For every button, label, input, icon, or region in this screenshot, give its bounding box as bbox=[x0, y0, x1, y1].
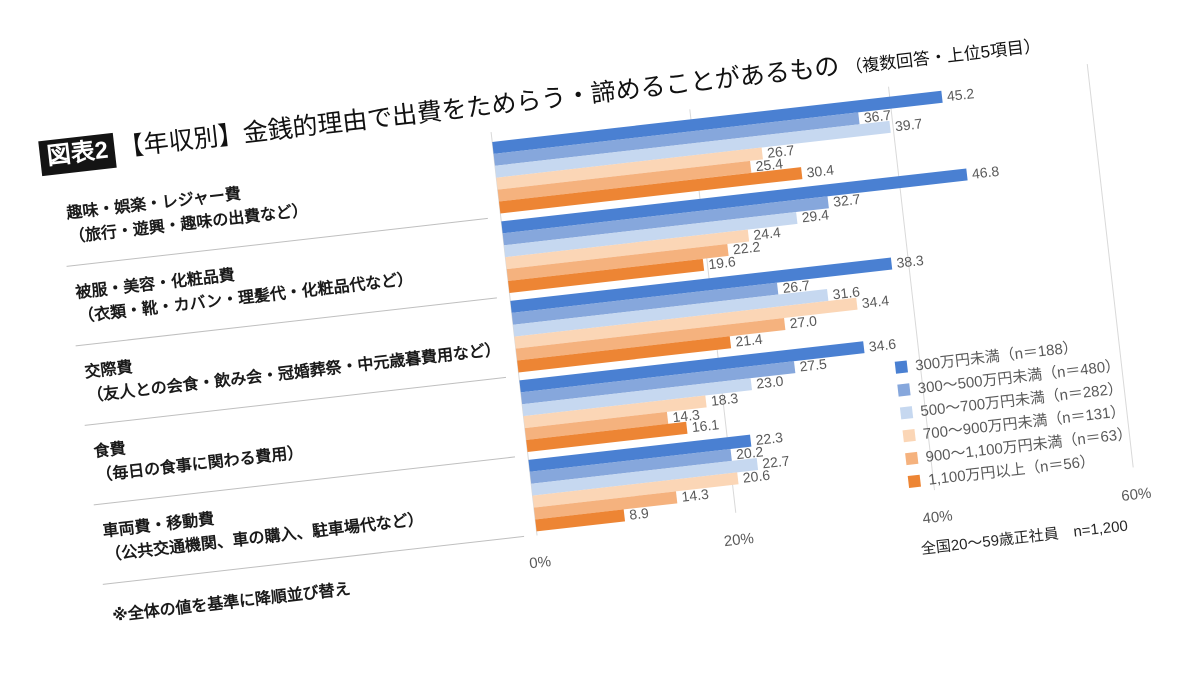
data-label: 23.0 bbox=[755, 373, 784, 392]
bar bbox=[520, 361, 796, 405]
bar bbox=[529, 448, 732, 484]
legend-swatch bbox=[894, 359, 908, 374]
bar bbox=[533, 491, 678, 520]
gridline bbox=[888, 86, 935, 491]
data-label: 45.2 bbox=[946, 85, 975, 104]
data-label: 18.3 bbox=[710, 390, 739, 409]
bar bbox=[517, 336, 732, 373]
data-label: 26.7 bbox=[782, 277, 811, 296]
bar bbox=[499, 167, 803, 214]
bar bbox=[493, 112, 860, 166]
data-label: 39.7 bbox=[894, 115, 923, 134]
data-label: 27.0 bbox=[789, 312, 818, 331]
legend-swatch bbox=[905, 451, 919, 465]
data-label: 30.4 bbox=[806, 161, 835, 180]
data-label: 27.5 bbox=[799, 356, 828, 375]
bar bbox=[524, 411, 669, 441]
bar bbox=[494, 120, 891, 178]
bar bbox=[508, 258, 705, 293]
bar bbox=[497, 160, 752, 202]
data-label: 46.8 bbox=[971, 163, 1000, 182]
legend-swatch bbox=[902, 428, 916, 442]
bar bbox=[528, 434, 752, 472]
data-label: 19.6 bbox=[708, 253, 737, 272]
x-tick-label: 40% bbox=[922, 507, 954, 527]
data-label: 24.4 bbox=[753, 224, 782, 243]
data-label: 20.2 bbox=[735, 443, 764, 462]
data-label: 14.3 bbox=[672, 406, 701, 425]
legend-swatch bbox=[899, 405, 914, 419]
x-tick-label: 60% bbox=[1120, 485, 1152, 505]
chart-figure: 図表2 【年収別】金銭的理由で出費をためらう・諦めることがあるもの （複数回答・… bbox=[33, 8, 1167, 667]
data-label: 26.7 bbox=[766, 142, 795, 161]
legend-swatch bbox=[907, 474, 921, 488]
data-label: 34.6 bbox=[868, 336, 897, 355]
bar bbox=[510, 257, 893, 313]
bar bbox=[496, 147, 763, 190]
data-label: 38.3 bbox=[896, 252, 925, 271]
data-label: 20.6 bbox=[742, 467, 771, 486]
legend: 300万円未満（n＝188） 300～500万円未満（n＝480） 500～70… bbox=[894, 330, 1136, 493]
bar bbox=[526, 421, 688, 452]
data-label: 31.6 bbox=[832, 283, 861, 302]
bar bbox=[531, 458, 759, 496]
data-label: 22.7 bbox=[761, 452, 790, 471]
bar bbox=[515, 318, 786, 361]
bar bbox=[522, 378, 752, 417]
bar bbox=[535, 509, 626, 532]
legend-swatch bbox=[897, 382, 911, 397]
data-label: 29.4 bbox=[801, 206, 830, 225]
bar-chart-plot: 0%20%40%60%45.246.838.334.622.336.732.72… bbox=[490, 64, 1152, 572]
bar bbox=[502, 196, 829, 246]
x-tick-label: 0% bbox=[528, 553, 551, 572]
bar bbox=[519, 341, 865, 393]
data-label: 21.4 bbox=[734, 331, 763, 350]
bar bbox=[505, 229, 750, 270]
bar bbox=[503, 211, 798, 258]
bar bbox=[492, 90, 943, 154]
data-label: 22.3 bbox=[755, 429, 784, 448]
bar bbox=[511, 282, 779, 325]
data-label: 16.1 bbox=[691, 416, 720, 435]
gridline bbox=[1086, 64, 1134, 468]
x-tick-label: 20% bbox=[723, 530, 755, 550]
data-label: 8.9 bbox=[628, 505, 649, 523]
bar bbox=[532, 472, 739, 508]
data-label: 32.7 bbox=[832, 191, 861, 210]
bar bbox=[523, 395, 707, 429]
bar bbox=[501, 168, 968, 234]
data-label: 22.2 bbox=[732, 238, 761, 257]
bar bbox=[513, 288, 829, 337]
data-label: 34.4 bbox=[861, 292, 890, 311]
data-label: 25.4 bbox=[755, 155, 784, 174]
data-label: 36.7 bbox=[863, 107, 892, 126]
data-label: 14.3 bbox=[681, 486, 710, 505]
bar bbox=[514, 297, 858, 349]
bar bbox=[506, 243, 729, 282]
